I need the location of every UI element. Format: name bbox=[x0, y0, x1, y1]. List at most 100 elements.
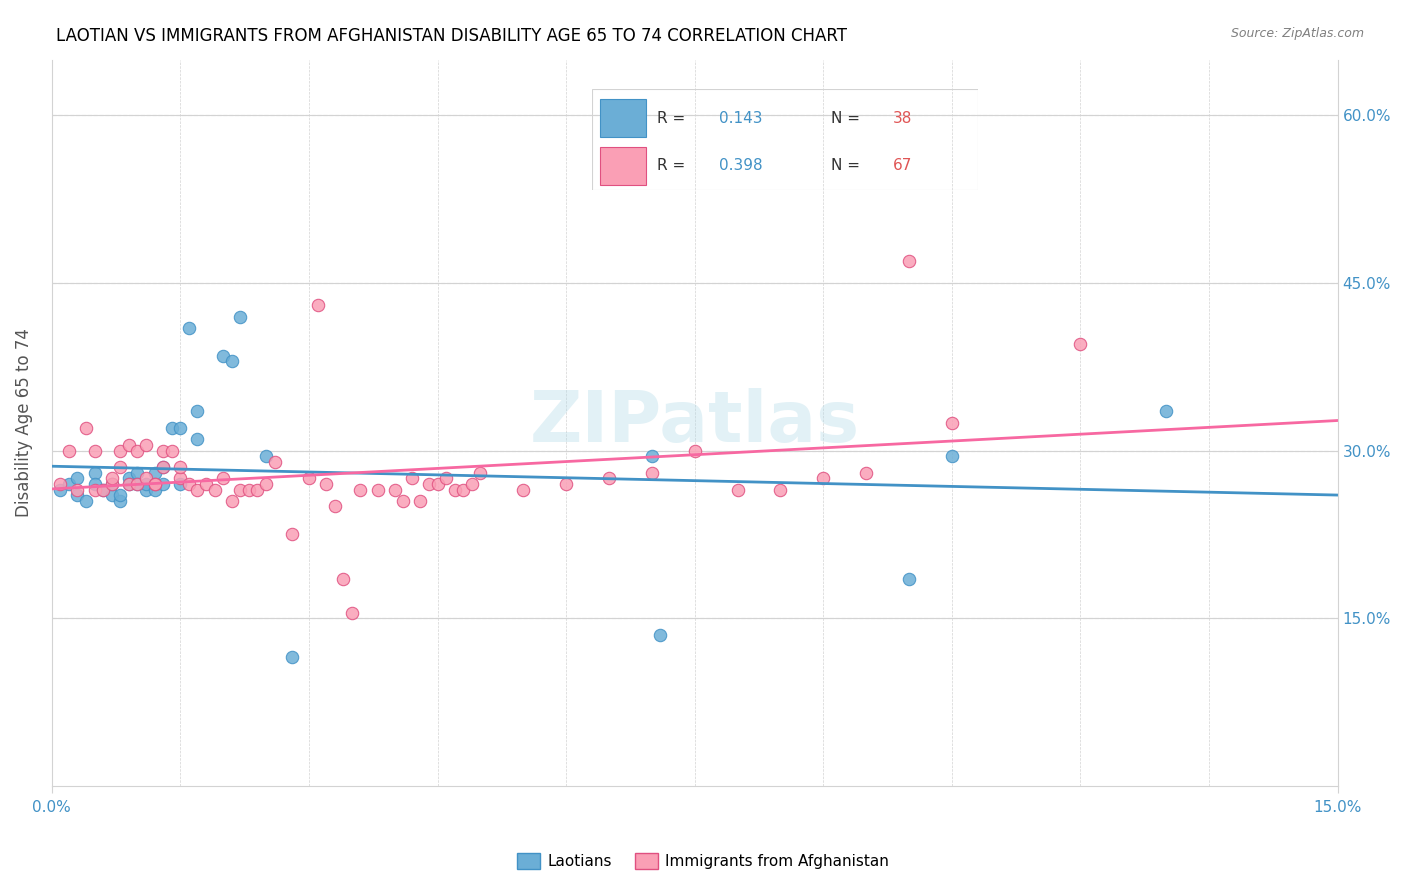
Point bbox=[941, 449, 963, 463]
Point bbox=[470, 466, 492, 480]
Point bbox=[555, 477, 578, 491]
Point bbox=[281, 527, 304, 541]
Point bbox=[641, 449, 664, 463]
Point bbox=[229, 310, 252, 324]
Point bbox=[177, 320, 200, 334]
Point bbox=[66, 483, 89, 497]
Point bbox=[683, 443, 706, 458]
Point bbox=[143, 483, 166, 497]
Point bbox=[898, 253, 921, 268]
Point bbox=[1069, 337, 1091, 351]
Point bbox=[160, 421, 183, 435]
Point bbox=[118, 477, 141, 491]
Point bbox=[58, 477, 80, 491]
Text: Source: ZipAtlas.com: Source: ZipAtlas.com bbox=[1230, 27, 1364, 40]
Point bbox=[83, 483, 105, 497]
Point bbox=[143, 466, 166, 480]
Point bbox=[169, 477, 191, 491]
Point bbox=[898, 572, 921, 586]
Point bbox=[246, 483, 269, 497]
Point bbox=[332, 572, 354, 586]
Point bbox=[135, 438, 157, 452]
Point bbox=[238, 483, 260, 497]
Point bbox=[186, 433, 208, 447]
Point bbox=[100, 477, 122, 491]
Point bbox=[110, 460, 132, 475]
Point bbox=[66, 488, 89, 502]
Point bbox=[169, 471, 191, 485]
Point bbox=[418, 477, 440, 491]
Point bbox=[49, 477, 72, 491]
Point bbox=[110, 493, 132, 508]
Point bbox=[83, 466, 105, 480]
Point bbox=[451, 483, 474, 497]
Point bbox=[340, 606, 363, 620]
Point bbox=[177, 477, 200, 491]
Point bbox=[91, 483, 114, 497]
Point bbox=[75, 421, 97, 435]
Point bbox=[143, 477, 166, 491]
Point bbox=[152, 443, 174, 458]
Point bbox=[127, 477, 149, 491]
Point bbox=[598, 471, 620, 485]
Point bbox=[221, 493, 243, 508]
Point bbox=[100, 477, 122, 491]
Point bbox=[135, 477, 157, 491]
Point bbox=[169, 421, 191, 435]
Point bbox=[813, 471, 835, 485]
Point bbox=[434, 471, 457, 485]
Point bbox=[298, 471, 321, 485]
Point bbox=[366, 483, 388, 497]
Text: ZIPatlas: ZIPatlas bbox=[530, 388, 859, 457]
Point bbox=[58, 443, 80, 458]
Point bbox=[315, 477, 337, 491]
Point bbox=[254, 449, 277, 463]
Point bbox=[195, 477, 218, 491]
Y-axis label: Disability Age 65 to 74: Disability Age 65 to 74 bbox=[15, 328, 32, 517]
Point bbox=[186, 483, 208, 497]
Point bbox=[135, 483, 157, 497]
Point bbox=[307, 298, 329, 312]
Point bbox=[100, 471, 122, 485]
Point bbox=[281, 650, 304, 665]
Point bbox=[204, 483, 226, 497]
Point bbox=[143, 477, 166, 491]
Point bbox=[254, 477, 277, 491]
Point bbox=[650, 628, 672, 642]
Point bbox=[66, 471, 89, 485]
Text: LAOTIAN VS IMMIGRANTS FROM AFGHANISTAN DISABILITY AGE 65 TO 74 CORRELATION CHART: LAOTIAN VS IMMIGRANTS FROM AFGHANISTAN D… bbox=[56, 27, 848, 45]
Point bbox=[641, 466, 664, 480]
Point bbox=[49, 483, 72, 497]
Point bbox=[118, 477, 141, 491]
Point bbox=[152, 477, 174, 491]
Point bbox=[152, 460, 174, 475]
Point bbox=[186, 404, 208, 418]
Point bbox=[461, 477, 484, 491]
Point bbox=[349, 483, 371, 497]
Point bbox=[221, 354, 243, 368]
Point bbox=[118, 471, 141, 485]
Point bbox=[127, 466, 149, 480]
Point bbox=[401, 471, 423, 485]
Point bbox=[135, 471, 157, 485]
Point bbox=[229, 483, 252, 497]
Point bbox=[91, 483, 114, 497]
Point bbox=[263, 455, 285, 469]
Point bbox=[160, 443, 183, 458]
Point bbox=[100, 488, 122, 502]
Point bbox=[83, 477, 105, 491]
Point bbox=[169, 460, 191, 475]
Point bbox=[855, 466, 877, 480]
Point bbox=[110, 443, 132, 458]
Point bbox=[152, 460, 174, 475]
Point bbox=[212, 349, 235, 363]
Point bbox=[512, 483, 534, 497]
Point bbox=[384, 483, 406, 497]
Point bbox=[127, 477, 149, 491]
Point bbox=[392, 493, 415, 508]
Point bbox=[941, 416, 963, 430]
Point bbox=[110, 488, 132, 502]
Point bbox=[727, 483, 749, 497]
Point bbox=[212, 471, 235, 485]
Point bbox=[769, 483, 792, 497]
